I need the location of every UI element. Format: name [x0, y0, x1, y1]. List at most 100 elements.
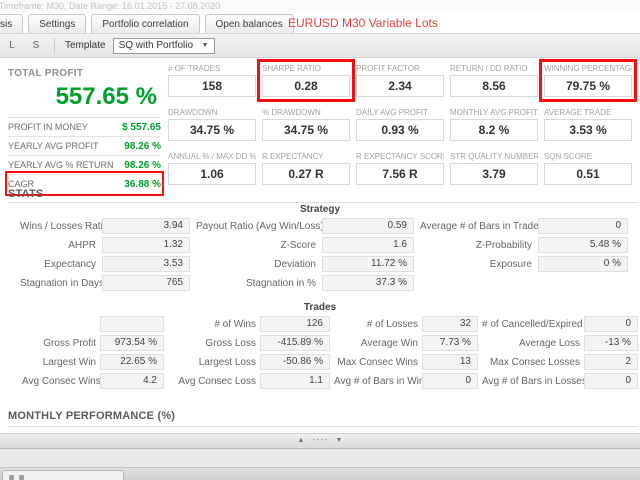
kv-value: 0 — [584, 316, 638, 332]
kv-label: Gross Profit — [43, 337, 96, 349]
kv-value: 3.53 — [102, 256, 190, 272]
key-stats-grid: # OF TRADES 158 SHARPE RATIO 0.28 PROFIT… — [168, 59, 638, 185]
kv-value: 0 — [422, 373, 478, 389]
tab-settings[interactable]: Settings — [28, 14, 87, 33]
total-profit-panel: TOTAL PROFIT 557.65 % PROFIT IN MONEY $ … — [5, 64, 164, 196]
kv-label: Max Consec Wins — [337, 356, 418, 368]
stat-average-trade: AVERAGE TRADE 3.53 % — [544, 108, 632, 141]
tab-portfolio-correlation[interactable]: Portfolio correlation — [91, 14, 200, 33]
kv-value: -13 % — [584, 335, 638, 351]
bottom-panel-strip — [0, 449, 640, 468]
stat-annual-maxdd: ANNUAL % / MAX DD % 1.06 — [168, 152, 256, 185]
template-select[interactable]: SQ with Portfolio ▼ — [112, 37, 215, 54]
kv-value: 0 — [538, 218, 628, 234]
kv-label: # of Wins — [214, 318, 256, 330]
kv-label: # of Cancelled/Expired — [482, 318, 583, 330]
kv-value: 1.32 — [102, 237, 190, 253]
stat-num-trades: # OF TRADES 158 — [168, 64, 256, 97]
stat-sqn-score: SQN SCORE 0.51 — [544, 152, 632, 185]
kv-value: 5.48 % — [538, 237, 628, 253]
template-label: Template — [65, 40, 106, 51]
chevron-down-icon: ▼ — [201, 42, 209, 49]
stat-sharpe-ratio-highlighted: SHARPE RATIO 0.28 — [257, 59, 355, 102]
kv-value: -50.86 % — [260, 354, 330, 370]
kv-value: 765 — [102, 275, 190, 291]
strategy-subheading: Strategy — [299, 204, 340, 215]
kv-value: 1.1 — [260, 373, 330, 389]
kv-value: 1.6 — [322, 237, 414, 253]
kv-label: Average # of Bars in Trade — [420, 220, 539, 232]
stat-pct-drawdown: % DRAWDOWN 34.75 % — [262, 108, 350, 141]
summary-row-yearly-avg-profit: YEARLY AVG PROFIT 98.26 % — [8, 136, 161, 155]
splitter-grip-dots[interactable]: - - - - — [312, 437, 328, 444]
long-button[interactable]: L — [9, 40, 15, 51]
toolbar-divider — [54, 38, 55, 53]
toolbar: L S Template SQ with Portfolio ▼ — [0, 34, 640, 58]
app-icon — [9, 474, 14, 480]
kv-label: Max Consec Losses — [489, 356, 580, 368]
kv-label: Avg # of Bars in Losses — [482, 375, 587, 387]
kv-value: 3.94 — [102, 218, 190, 234]
kv-label: Average Win — [360, 337, 418, 349]
taskbar-button[interactable] — [2, 470, 124, 480]
stat-r-expectancy-score: R EXPECTANCY SCORE 7.56 R — [356, 152, 444, 185]
summary-row-profit-in-money: PROFIT IN MONEY $ 557.65 — [8, 117, 161, 136]
kv-label: Avg # of Bars in Wins — [334, 375, 430, 387]
kv-label: Avg Consec Wins — [22, 375, 101, 387]
strategy-table: Wins / Losses Ratio 3.94 Payout Ratio (A… — [20, 218, 628, 291]
kv-value: 2 — [584, 354, 638, 370]
stat-daily-avg-profit: DAILY AVG PROFIT 0.93 % — [356, 108, 444, 141]
stats-section-header: STATS — [8, 188, 44, 200]
collapse-up-icon[interactable]: ▲ — [297, 437, 305, 444]
monthly-performance-header: MONTHLY PERFORMANCE (%) — [8, 410, 176, 422]
window-title-status: , Timeframe: M30, Date Range: 16.01.2015… — [0, 0, 640, 12]
kv-value: 32 — [422, 316, 478, 332]
kv-label: Gross Loss — [205, 337, 256, 349]
trades-subheading: Trades — [303, 302, 337, 313]
stat-profit-factor: PROFIT FACTOR 2.34 — [356, 64, 444, 97]
kv-label: Expectancy — [44, 258, 96, 270]
kv-value: 0.59 — [322, 218, 414, 234]
kv-value — [100, 316, 164, 332]
kv-value: 37.3 % — [322, 275, 414, 291]
monthly-divider — [8, 426, 638, 427]
kv-label: Deviation — [274, 258, 316, 270]
kv-value: 0 % — [538, 256, 628, 272]
kv-label: Avg Consec Loss — [178, 375, 256, 387]
kv-value: 973.54 % — [100, 335, 164, 351]
kv-label: AHPR — [68, 239, 96, 251]
stat-drawdown: DRAWDOWN 34.75 % — [168, 108, 256, 141]
stat-monthly-avg-profit: MONTHLY AVG PROFIT 8.2 % — [450, 108, 538, 141]
kv-label: Largest Loss — [198, 356, 256, 368]
total-profit-label: TOTAL PROFIT — [8, 68, 84, 79]
kv-value: 7.73 % — [422, 335, 478, 351]
tab-analysis[interactable]: ysis — [0, 14, 24, 33]
summary-row-yearly-avg-return: YEARLY AVG % RETURN 98.26 % — [8, 155, 161, 174]
collapse-down-icon[interactable]: ▼ — [335, 437, 343, 444]
kv-label: Average Loss — [519, 337, 580, 349]
taskbar — [0, 468, 640, 480]
stats-divider — [8, 202, 638, 203]
stat-return-dd-ratio: RETURN / DD RATIO 8.56 — [450, 64, 538, 97]
panel-splitter[interactable]: ▲ - - - - ▼ — [0, 433, 640, 449]
kv-label: Largest Win — [42, 356, 96, 368]
stat-str-quality-number: STR QUALITY NUMBER 3.79 — [450, 152, 538, 185]
kv-value: -415.89 % — [260, 335, 330, 351]
kv-value: 11.72 % — [322, 256, 414, 272]
kv-label: Stagnation in % — [245, 277, 316, 289]
app-icon — [19, 474, 24, 480]
kv-label: Z-Probability — [475, 239, 532, 251]
kv-value: 0 — [584, 373, 638, 389]
page-title: EURUSD M30 Variable Lots — [288, 16, 438, 30]
total-profit-value: 557.65 % — [55, 83, 157, 110]
summary-row-cagr-highlighted: CAGR 36.88 % — [5, 171, 164, 196]
tab-open-balances[interactable]: Open balances — [204, 14, 294, 33]
kv-label: # of Losses — [366, 318, 418, 330]
template-select-value: SQ with Portfolio — [118, 40, 194, 51]
trades-table: # of Wins 126 # of Losses 32 # of Cancel… — [22, 316, 638, 389]
short-button[interactable]: S — [32, 40, 40, 51]
tab-bar: ysis Settings Portfolio correlation Open… — [0, 12, 640, 34]
kv-value: 22.65 % — [100, 354, 164, 370]
kv-label: Z-Score — [280, 239, 316, 251]
